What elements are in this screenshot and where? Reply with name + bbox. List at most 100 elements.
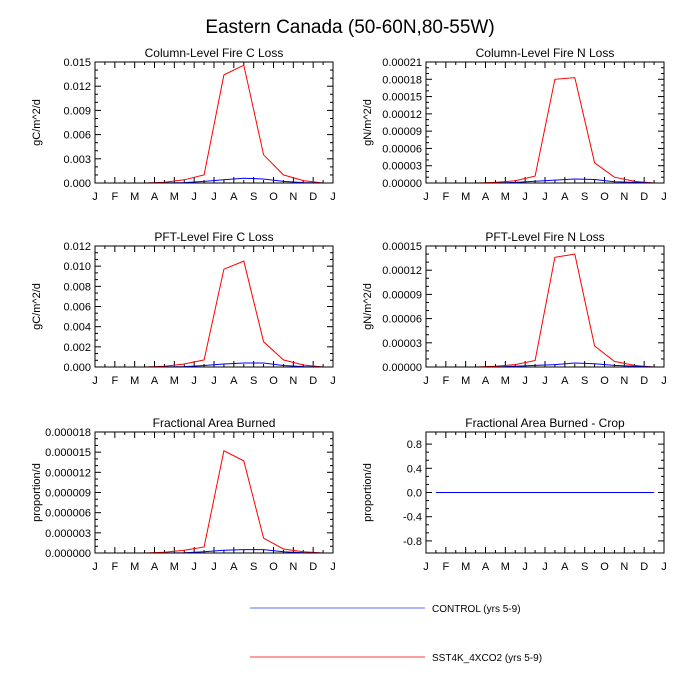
x-tick-label: S [581,561,588,573]
y-tick-label: 0.000000 [45,548,91,560]
x-tick-label: A [561,191,569,203]
x-tick-label: A [482,191,490,203]
legend-label-control: CONTROL (yrs 5-9) [432,604,521,615]
y-tick-label: 0.002 [63,342,91,354]
x-tick-label: J [211,561,217,573]
x-tick-label: M [461,561,470,573]
y-tick-label: 0.000003 [45,528,91,540]
x-tick-label: N [289,561,297,573]
y-tick-label: 0.012 [63,241,91,253]
x-tick-label: J [92,191,98,203]
plot-frame [94,61,334,184]
y-axis-label: proportion/d [362,463,374,522]
x-tick-label: J [191,561,197,573]
x-tick-label: F [111,561,118,573]
x-tick-label: S [250,375,257,387]
y-tick-label: 0.006 [63,302,91,314]
x-tick-label: J [211,375,217,387]
legend: CONTROL (yrs 5-9) SST4K_4XCO2 (yrs 5-9) [250,604,542,664]
x-tick-label: J [211,191,217,203]
y-tick-label: 0.00015 [382,92,422,104]
y-tick-label: 0.015 [63,57,91,69]
series-line-sst4k [435,253,655,368]
x-tick-label: O [269,561,278,573]
plot-frame [425,431,665,554]
x-tick-label: M [130,561,139,573]
y-tick-label: 0.010 [63,261,91,273]
y-axis-label: gC/m^2/d [31,99,43,146]
x-tick-label: J [92,561,98,573]
x-tick-label: M [461,375,470,387]
x-tick-label: N [620,191,628,203]
x-tick-label: D [640,191,648,203]
x-tick-label: A [230,191,238,203]
x-tick-label: A [151,561,159,573]
x-tick-label: N [620,561,628,573]
plot-frame [94,245,334,368]
y-tick-label: 0.00000 [382,178,422,190]
y-tick-label: 0.00012 [382,265,422,277]
legend-label-sst4k: SST4K_4XCO2 (yrs 5-9) [432,653,542,664]
x-tick-label: M [501,375,510,387]
x-tick-label: J [191,375,197,387]
panel-title: Fractional Area Burned - Crop [465,416,625,430]
y-tick-label: 0.000015 [45,447,91,459]
x-tick-label: J [330,561,336,573]
x-tick-label: M [170,191,179,203]
x-tick-label: D [309,561,317,573]
y-tick-label: 0.00012 [382,109,422,121]
y-tick-label: 0.003 [63,154,91,166]
x-tick-label: J [542,375,548,387]
y-tick-label: 0.00009 [382,126,422,138]
x-tick-label: J [92,375,98,387]
x-tick-label: D [309,191,317,203]
y-tick-label: 0.000006 [45,508,91,520]
y-tick-label: 0.00006 [382,143,422,155]
y-tick-label: 0.00003 [382,338,422,350]
x-tick-label: M [170,561,179,573]
x-tick-label: J [661,375,667,387]
y-tick-label: 0.4 [407,463,422,475]
x-tick-label: F [442,191,449,203]
x-tick-label: J [522,561,528,573]
x-tick-label: O [600,375,609,387]
x-tick-label: J [330,191,336,203]
y-axis-label: gC/m^2/d [31,283,43,330]
y-tick-label: 0.00000 [382,362,422,374]
series-line-sst4k [104,260,324,368]
x-tick-label: O [600,191,609,203]
x-tick-label: J [661,191,667,203]
y-tick-label: 0.006 [63,130,91,142]
y-axis-label: gN/m^2/d [362,99,374,146]
x-tick-label: N [289,191,297,203]
x-tick-label: M [170,375,179,387]
x-tick-label: N [289,375,297,387]
y-tick-label: 0.00006 [382,314,422,326]
y-tick-label: 0.004 [63,322,91,334]
chart-panel-6: Fractional Area Burned - Crop proportion/… [362,416,667,573]
plot-frame [425,245,665,368]
y-tick-label: 0.009 [63,105,91,117]
x-tick-label: A [482,561,490,573]
panel-title: Column-Level Fire N Loss [476,46,615,60]
x-tick-label: J [330,375,336,387]
x-tick-label: S [250,191,257,203]
x-tick-label: J [423,375,429,387]
y-axis-label: proportion/d [31,463,43,522]
figure-title: Eastern Canada (50-60N,80-55W) [205,17,494,38]
x-tick-label: M [461,191,470,203]
y-tick-label: 0.00009 [382,289,422,301]
series-line-sst4k [104,64,324,184]
y-tick-label: 0.00018 [382,74,422,86]
y-axis-label: gN/m^2/d [362,283,374,330]
y-tick-label: 0.00021 [382,57,422,69]
y-tick-label: -0.4 [403,512,422,524]
x-tick-label: A [561,375,569,387]
x-tick-label: M [130,375,139,387]
panel-title: Column-Level Fire C Loss [145,46,284,60]
x-tick-label: J [423,561,429,573]
x-tick-label: F [111,191,118,203]
x-tick-label: M [130,191,139,203]
